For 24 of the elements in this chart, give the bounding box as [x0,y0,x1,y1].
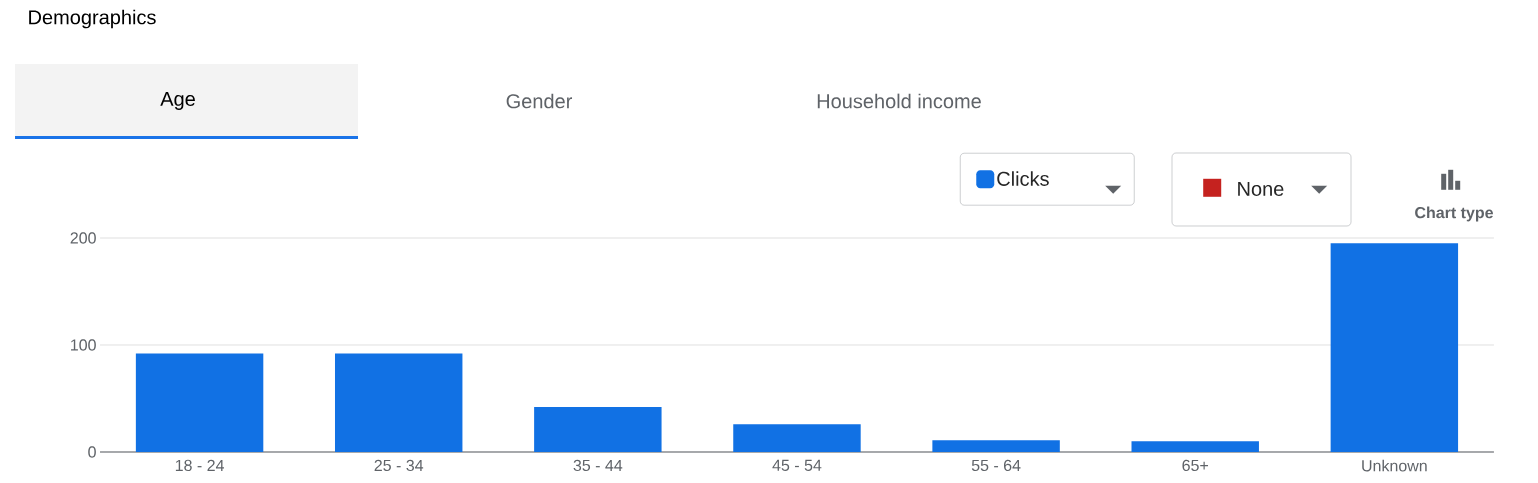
text: Household income [817,93,981,109]
x-tick-label: Unknown [1362,459,1427,472]
text: Gender [506,93,573,109]
text: Age [160,92,195,110]
bar [932,440,1060,452]
chart-title: Demographics [29,9,156,29]
y-tick-label: 0 [88,446,96,458]
bar [135,353,264,452]
x-tick-label: 55 - 64 [971,459,1021,472]
x-tick-label: 45 - 54 [772,459,822,471]
text: Chart type [1415,206,1494,222]
x-tick-label: 18 - 24 [175,459,225,472]
bar [334,353,463,452]
y-tick-label: 100 [71,339,96,351]
text: None [1238,182,1284,196]
x-tick-label: 35 - 44 [573,459,623,472]
bar [1330,243,1459,452]
x-tick-label: 65+ [1182,459,1209,472]
bar [733,424,861,452]
y-tick-label: 200 [70,232,96,244]
bar [534,407,662,452]
legend-label: Clicks [997,171,1049,186]
x-tick-label: 25 - 34 [374,459,424,472]
bar [1131,441,1259,452]
